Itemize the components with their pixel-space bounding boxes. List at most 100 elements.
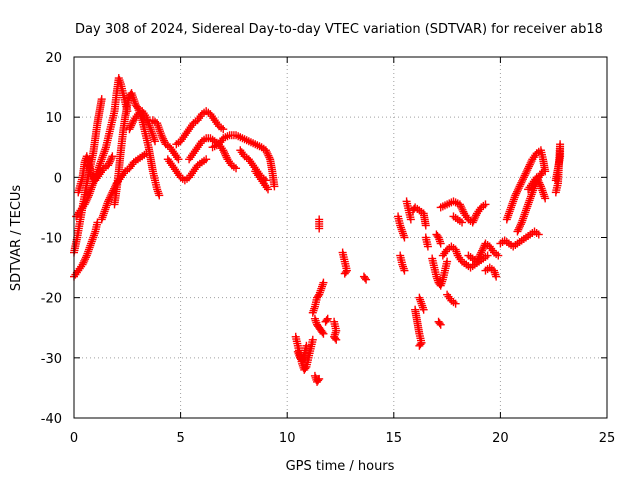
data-point xyxy=(107,154,116,163)
data-point xyxy=(127,119,136,128)
data-point xyxy=(514,184,523,193)
data-point xyxy=(219,146,228,155)
data-point xyxy=(512,189,521,198)
x-tick-label: 25 xyxy=(599,431,616,446)
data-point xyxy=(513,187,522,196)
data-point xyxy=(455,200,464,209)
data-point xyxy=(104,159,113,168)
data-point xyxy=(309,306,318,315)
data-point xyxy=(125,125,134,134)
data-point xyxy=(481,200,490,209)
data-point xyxy=(151,137,160,146)
data-point xyxy=(81,198,90,207)
y-tick-label: -30 xyxy=(41,352,62,367)
data-point xyxy=(340,269,349,278)
data-point xyxy=(551,188,560,197)
data-point xyxy=(97,95,106,104)
data-point xyxy=(105,157,114,166)
data-point xyxy=(532,173,541,182)
data-point xyxy=(520,171,529,180)
data-point xyxy=(470,214,479,223)
data-point xyxy=(221,151,230,160)
data-point xyxy=(301,364,310,373)
data-point xyxy=(82,196,91,205)
data-point xyxy=(270,182,279,191)
data-point xyxy=(400,266,409,275)
data-point xyxy=(433,231,442,240)
data-point xyxy=(319,278,328,287)
y-axis-label: SDTVAR / TECUs xyxy=(9,185,24,292)
data-point xyxy=(533,175,542,184)
data-point xyxy=(202,155,211,164)
data-point xyxy=(264,151,273,160)
y-tick-label: -20 xyxy=(41,292,62,307)
data-point xyxy=(526,158,535,167)
data-point xyxy=(265,153,274,162)
data-point xyxy=(522,167,531,176)
data-point xyxy=(471,213,480,222)
data-point xyxy=(513,227,522,236)
grid-lines xyxy=(74,57,607,418)
data-point xyxy=(318,328,327,337)
data-point xyxy=(314,376,323,385)
data-point xyxy=(314,292,323,301)
data-point xyxy=(478,246,487,255)
data-point xyxy=(518,175,527,184)
data-point xyxy=(435,319,444,328)
data-point xyxy=(521,169,530,178)
data-point xyxy=(315,224,324,233)
data-point xyxy=(154,189,163,198)
data-point xyxy=(423,242,432,251)
data-point xyxy=(108,152,117,161)
data-point xyxy=(127,121,136,130)
data-point xyxy=(518,176,527,185)
data-point xyxy=(361,274,370,283)
data-point xyxy=(457,204,466,213)
data-point xyxy=(399,262,408,271)
data-point xyxy=(106,155,115,164)
y-tick-label: 20 xyxy=(45,51,62,66)
data-point xyxy=(541,194,550,203)
data-point xyxy=(524,162,533,171)
data-point xyxy=(419,305,428,314)
data-point xyxy=(158,133,167,142)
data-point xyxy=(516,222,525,231)
data-point xyxy=(513,185,522,194)
data-point xyxy=(319,329,328,338)
y-tick-label: -40 xyxy=(41,412,62,427)
data-point xyxy=(157,131,166,140)
data-point xyxy=(159,134,168,143)
data-point xyxy=(399,264,408,273)
y-tick-label: -10 xyxy=(41,232,62,247)
data-point xyxy=(308,335,317,344)
data-point xyxy=(81,253,90,262)
data-point xyxy=(524,164,533,173)
data-points xyxy=(70,74,565,386)
y-tick-label: 0 xyxy=(54,171,62,186)
data-point xyxy=(516,220,525,229)
data-point xyxy=(443,257,452,266)
data-point xyxy=(458,218,467,227)
data-point xyxy=(79,258,88,267)
data-point xyxy=(84,193,93,202)
data-point xyxy=(93,218,102,227)
data-point xyxy=(302,341,311,350)
x-tick-label: 20 xyxy=(492,431,509,446)
data-point xyxy=(263,149,272,158)
data-point xyxy=(220,148,229,157)
data-point xyxy=(322,316,331,325)
data-point xyxy=(104,161,113,170)
x-tick-label: 0 xyxy=(70,431,78,446)
data-point xyxy=(523,166,532,175)
data-point xyxy=(534,230,543,239)
data-point xyxy=(515,182,524,191)
data-point xyxy=(494,251,503,260)
data-point xyxy=(264,185,273,194)
data-point xyxy=(421,221,430,230)
data-point xyxy=(315,374,324,383)
data-point xyxy=(478,244,487,253)
data-point xyxy=(517,178,526,187)
data-point xyxy=(534,176,543,185)
data-point xyxy=(261,146,270,155)
